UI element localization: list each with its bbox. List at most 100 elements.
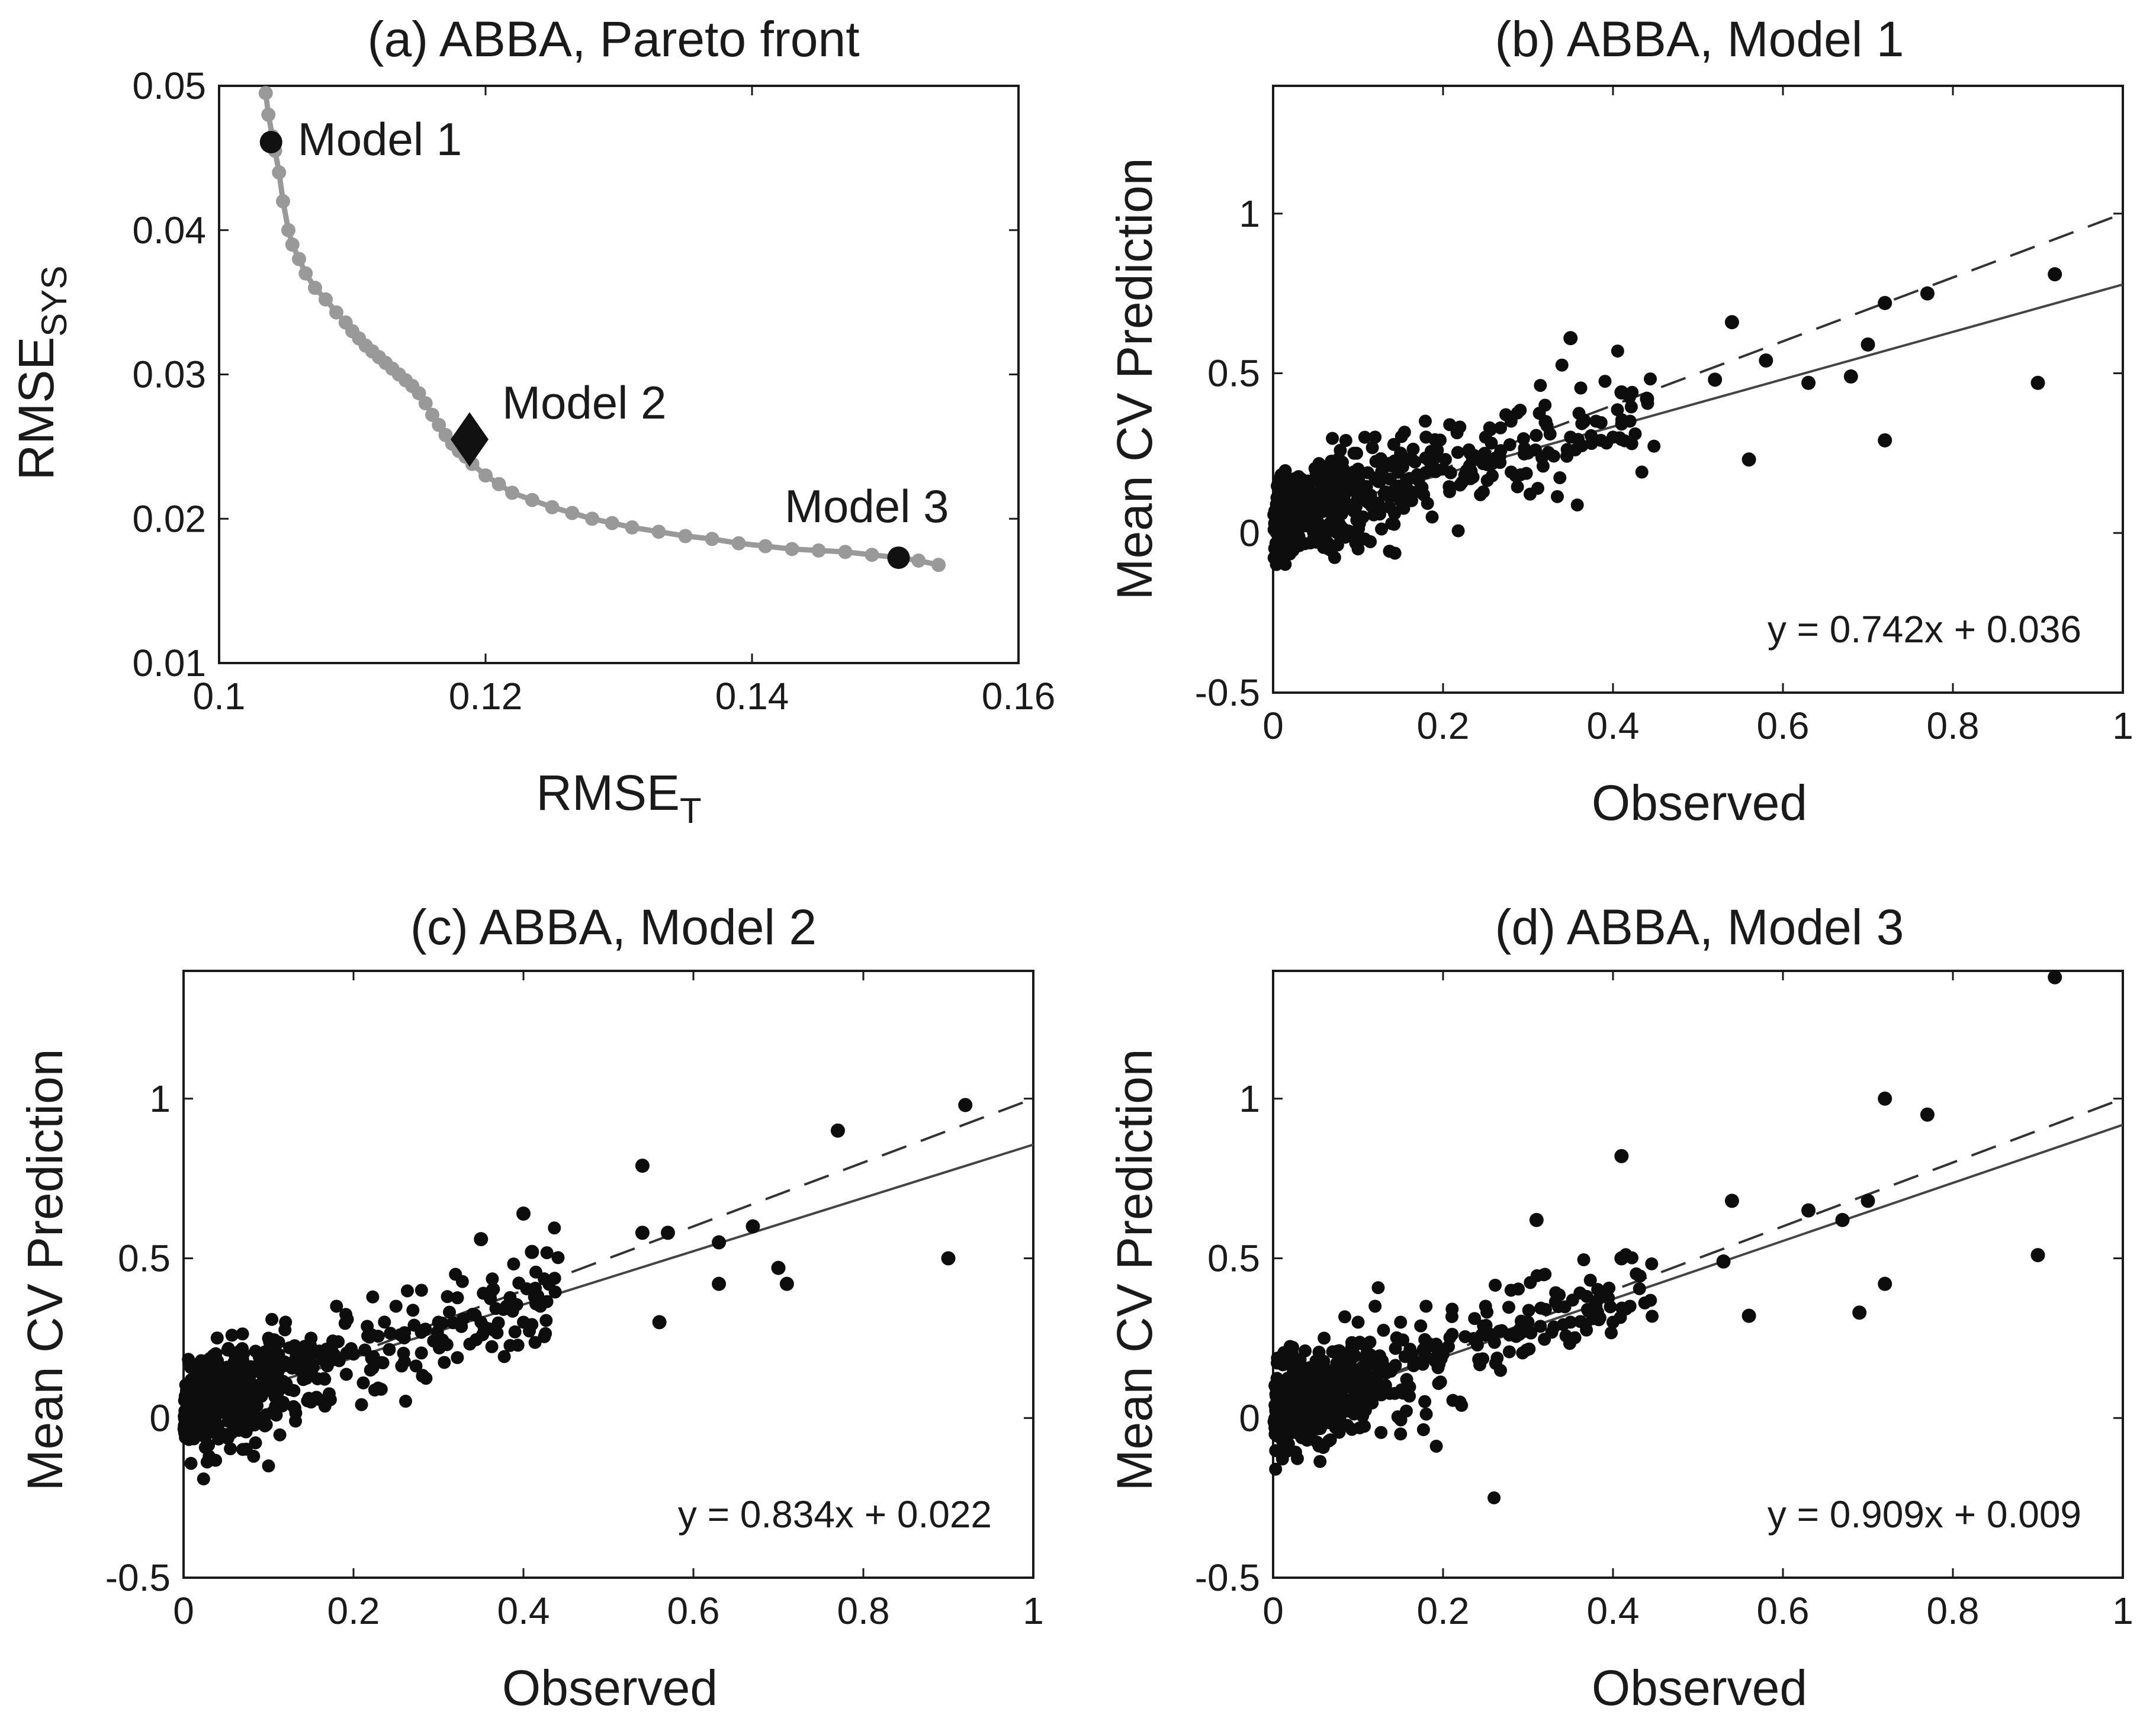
- x-tick-label: 0: [1262, 704, 1284, 747]
- pareto-point: [412, 386, 426, 401]
- scatter-point: [1535, 451, 1549, 465]
- scatter-point: [265, 1312, 279, 1326]
- scatter-point: [219, 1395, 233, 1409]
- scatter-point: [1418, 1395, 1432, 1408]
- pareto-point: [308, 281, 322, 295]
- scatter-point: [1512, 1328, 1526, 1341]
- scatter-point: [1358, 430, 1371, 444]
- scatter-point: [1628, 427, 1642, 440]
- scatter-point: [1339, 434, 1352, 448]
- scatter-point-outlier: [1614, 1251, 1629, 1266]
- scatter-point: [551, 1251, 565, 1265]
- scatter-point: [269, 1374, 282, 1388]
- x-tick-label: 0.6: [667, 1590, 720, 1632]
- scatter-point: [500, 1299, 513, 1313]
- scatter-point: [245, 1363, 258, 1377]
- scatter-point: [490, 1326, 504, 1340]
- scatter-point-outlier: [1852, 1305, 1867, 1320]
- panel-a-ticks: 0.1 0.12 0.14 0.16 0.01 0.02 0.03 0.04 0.05: [132, 65, 1055, 718]
- scatter-point: [318, 1372, 332, 1386]
- model-label-3: Model 3: [785, 480, 949, 532]
- identity-line: [1273, 212, 2123, 535]
- scatter-point-outlier: [746, 1219, 760, 1234]
- scatter-point: [1394, 446, 1408, 460]
- scatter-point: [1268, 1398, 1282, 1412]
- scatter-point: [1371, 1356, 1384, 1370]
- pareto-point: [292, 252, 306, 266]
- scatter-point: [1511, 480, 1524, 494]
- scatter-point: [1645, 1257, 1659, 1270]
- scatter-point: [1468, 1312, 1482, 1326]
- pareto-point: [425, 407, 439, 422]
- y-tick-label: 0: [1239, 511, 1260, 554]
- y-tick-label: 0: [1239, 1397, 1260, 1439]
- scatter-point: [1350, 486, 1364, 500]
- identity-line: [1273, 1097, 2123, 1420]
- scatter-point: [451, 1291, 464, 1305]
- y-tick-label: 1: [1239, 192, 1260, 235]
- panel-a: (a) ABBA, Pareto front 0.1 0.12 0.14 0.160.…: [8, 11, 1055, 831]
- scatter-point: [202, 1439, 216, 1452]
- scatter-point: [1309, 510, 1322, 524]
- scatter-point: [1521, 1315, 1535, 1329]
- x-tick-label: 0.8: [1927, 704, 1980, 747]
- scatter-point: [539, 1314, 553, 1327]
- scatter-point: [1534, 1301, 1548, 1315]
- scatter-point: [304, 1331, 318, 1345]
- scatter-point: [1502, 1301, 1515, 1314]
- scatter-point: [355, 1398, 368, 1411]
- scatter-point: [1549, 1286, 1563, 1299]
- scatter-point: [1474, 488, 1487, 501]
- scatter-point: [358, 1343, 372, 1357]
- scatter-point: [1604, 1326, 1618, 1340]
- scatter-point: [340, 1312, 354, 1326]
- x-tick-label: 0.2: [1417, 704, 1470, 747]
- scatter-point: [487, 1282, 500, 1296]
- scatter-point: [212, 1432, 226, 1446]
- x-tick-label: 0.6: [1757, 704, 1810, 747]
- scatter-point: [1545, 1326, 1559, 1339]
- scatter-point: [1487, 1336, 1501, 1349]
- y-tick-label: 0.5: [1207, 1237, 1260, 1280]
- y-tick-label: 0: [149, 1397, 171, 1439]
- scatter-point-outlier: [1878, 295, 1892, 310]
- pareto-point: [931, 558, 946, 572]
- scatter-point: [304, 1395, 318, 1409]
- scatter-point: [548, 1272, 561, 1285]
- scatter-point: [239, 1442, 253, 1456]
- scatter-point: [275, 1399, 289, 1413]
- pareto-point: [865, 548, 879, 562]
- scatter-point: [1271, 503, 1285, 516]
- scatter-point: [182, 1353, 195, 1366]
- scatter-point: [534, 1299, 547, 1313]
- scatter-point: [295, 1348, 309, 1362]
- panel-d-axes: [1272, 970, 2124, 1579]
- pareto-point: [731, 536, 746, 551]
- scatter-point: [1453, 1395, 1467, 1409]
- x-tick-label: 0.16: [982, 675, 1056, 718]
- scatter-point: [1383, 456, 1397, 470]
- y-tick-label: 1: [1239, 1077, 1260, 1120]
- x-tick-label: 1: [2112, 704, 2133, 747]
- scatter-point: [383, 1343, 396, 1356]
- scatter-point: [1281, 1442, 1294, 1456]
- scatter-point: [1286, 1362, 1300, 1376]
- scatter-point: [432, 1341, 446, 1355]
- scatter-point: [1504, 1283, 1518, 1297]
- scatter-point: [1374, 1384, 1387, 1398]
- scatter-point: [1377, 1324, 1390, 1337]
- scatter-point: [1551, 490, 1564, 503]
- scatter-point-outlier: [1878, 1276, 1892, 1291]
- y-tick-label: 1: [149, 1077, 171, 1120]
- scatter-point: [228, 1347, 242, 1361]
- scatter-point: [1394, 1315, 1408, 1329]
- scatter-point: [1363, 1336, 1377, 1349]
- scatter-point: [1534, 379, 1547, 392]
- x-tick-label: 1: [2112, 1590, 2133, 1632]
- scatter-point: [1572, 407, 1586, 420]
- pareto-point: [281, 223, 295, 237]
- scatter-point: [262, 1331, 275, 1345]
- pareto-point: [545, 500, 560, 514]
- pareto-point: [705, 532, 719, 546]
- y-tick-label: -0.5: [1195, 1556, 1260, 1599]
